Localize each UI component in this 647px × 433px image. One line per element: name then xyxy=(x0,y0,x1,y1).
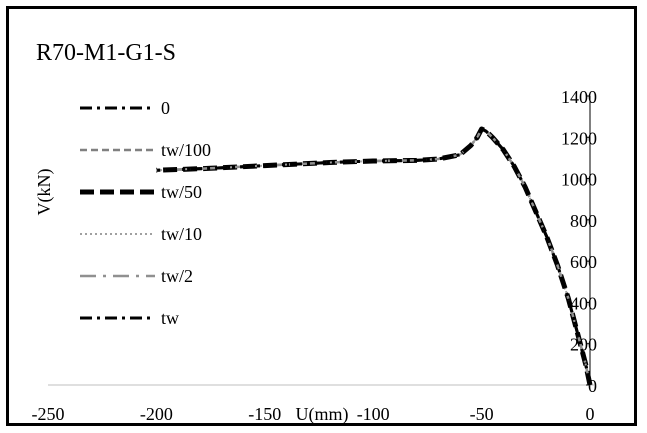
chart-title: R70-M1-G1-S xyxy=(36,40,176,66)
y-tick-label: 1200 xyxy=(561,128,597,148)
legend-label: tw/50 xyxy=(161,182,202,202)
x-tick-label: -200 xyxy=(140,404,173,424)
x-tick-label: -250 xyxy=(32,404,65,424)
y-tick-label: 1400 xyxy=(561,87,597,107)
legend-label: tw xyxy=(161,308,179,328)
y-tick-label: 800 xyxy=(570,211,597,231)
legend-label: tw/100 xyxy=(161,140,211,160)
y-axis-label: V(kN) xyxy=(34,169,55,216)
x-tick-label: -100 xyxy=(357,404,390,424)
legend-label: 0 xyxy=(161,98,170,118)
y-tick-label: 1000 xyxy=(561,170,597,190)
legend: 0 tw/100 tw/50 tw/10 tw/2 tw xyxy=(80,98,211,328)
axes: -250 -200 -150 -100 -50 002004006008001000120… xyxy=(32,87,598,424)
chart-frame xyxy=(6,6,637,426)
x-tick-label: -50 xyxy=(470,404,494,424)
series-layer xyxy=(156,126,593,386)
y-tick-label: 400 xyxy=(570,293,597,313)
series-line-5 xyxy=(156,127,592,386)
legend-label: tw/2 xyxy=(161,266,193,286)
y-tick-label: 0 xyxy=(588,376,597,396)
legend-label: tw/10 xyxy=(161,224,202,244)
x-axis-label: U(mm) xyxy=(296,404,349,425)
y-tick-label: 600 xyxy=(570,252,597,272)
x-tick-label: -150 xyxy=(248,404,281,424)
x-tick-label: 0 xyxy=(586,404,595,424)
